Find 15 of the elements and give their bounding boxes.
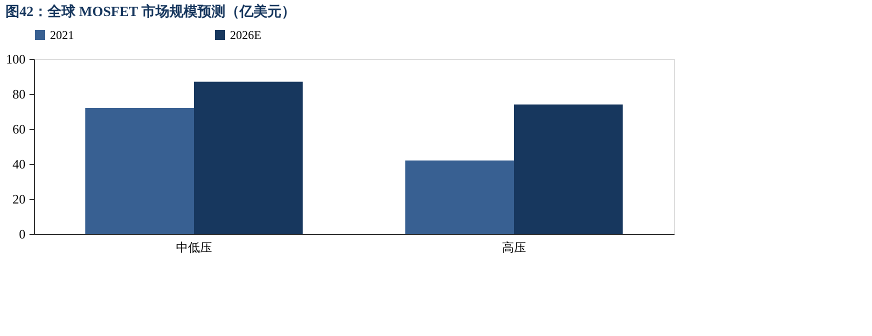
y-tick-label: 80 [12, 86, 26, 102]
y-tick-label: 60 [12, 122, 26, 136]
bar [405, 160, 514, 234]
legend-label: 2021 [50, 28, 74, 42]
chart-title: 图42：全球 MOSFET 市场规模预测（亿美元） [6, 3, 296, 20]
legend-label: 2026E [230, 28, 262, 42]
y-tick-label: 100 [6, 52, 26, 66]
bar [194, 82, 303, 234]
bar [514, 104, 623, 234]
x-tick-label: 高压 [502, 240, 526, 254]
x-tick-label: 中低压 [176, 240, 212, 254]
y-tick-label: 20 [12, 192, 26, 206]
y-tick-label: 0 [19, 226, 26, 242]
y-tick-label: 40 [12, 156, 26, 172]
bar [85, 108, 194, 234]
